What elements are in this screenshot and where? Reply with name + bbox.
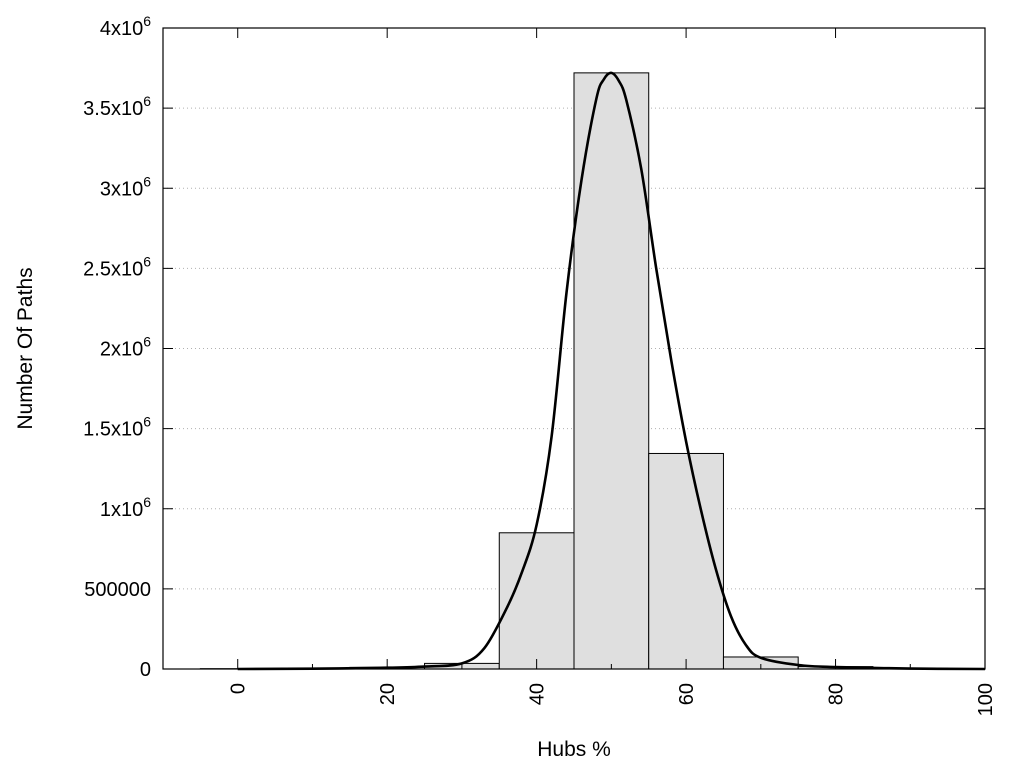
histogram-bar [573, 72, 650, 670]
y-tick-label: 3.5x106 [83, 93, 151, 120]
y-tick-label: 500000 [84, 579, 151, 601]
x-axis-label: Hubs % [537, 738, 611, 761]
fit-curve-layer [237, 71, 986, 671]
histogram-bars [199, 72, 949, 670]
x-tick-labels: 0 20 40 60 80 100 [228, 683, 997, 716]
y-tick-label: 2x106 [100, 334, 151, 361]
y-tick-label: 4x106 [100, 13, 151, 40]
y-tick-label: 1.5x106 [83, 414, 151, 441]
y-tick-label: 3x106 [100, 173, 151, 200]
y-tick-label: 2.5x106 [83, 253, 151, 280]
x-tick-label: 80 [826, 683, 848, 705]
y-axis-label: Number Of Paths [14, 267, 37, 429]
histogram-bar [648, 452, 724, 670]
y-tick-labels: 0 500000 1x106 1.5x106 2x106 2.5x106 3x106 3.5x… [83, 13, 151, 681]
fit-curve [237, 71, 986, 671]
grid-lines [163, 107, 985, 590]
x-tick-label: 20 [377, 683, 399, 705]
y-tick-label: 0 [140, 659, 151, 681]
axis-ticks [163, 27, 986, 670]
x-tick-label: 100 [975, 683, 997, 716]
histogram-bar [498, 532, 575, 670]
x-tick-label: 60 [676, 683, 698, 705]
y-tick-label: 1x106 [100, 494, 151, 521]
x-tick-label: 0 [228, 683, 250, 694]
x-tick-label: 40 [527, 683, 549, 705]
